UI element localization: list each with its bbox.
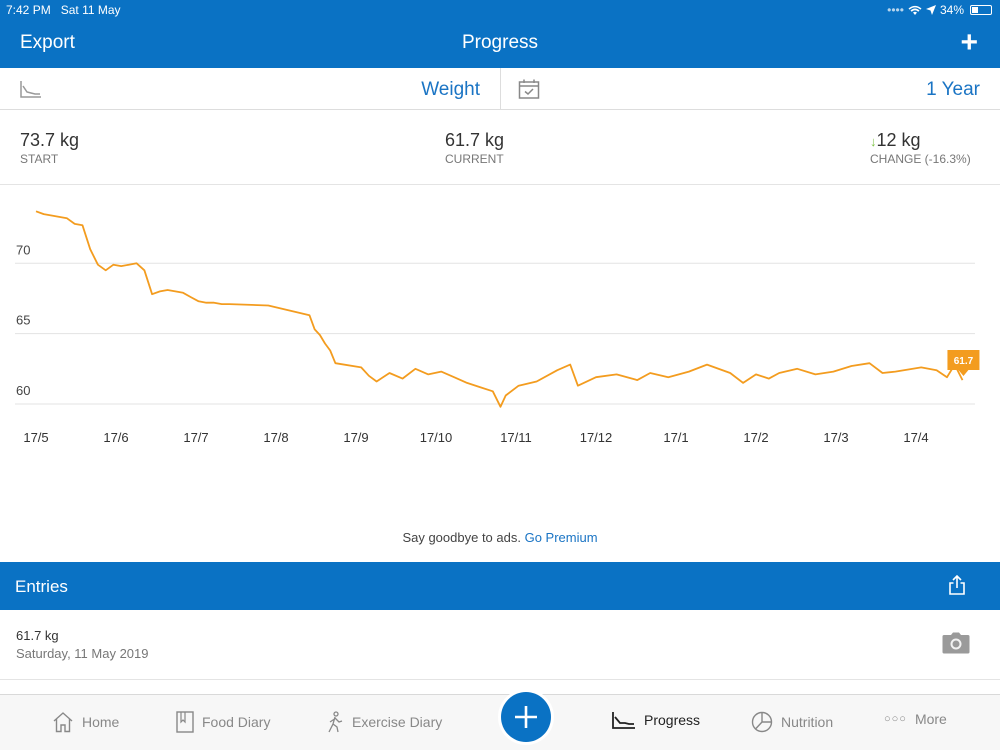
navigation-bar: Export Progress + <box>0 20 1000 68</box>
tab-exercise-diary[interactable]: Exercise Diary <box>326 711 442 733</box>
page-title: Progress <box>461 32 539 53</box>
weight-series-line <box>35 210 964 408</box>
camera-icon[interactable] <box>942 632 970 654</box>
start-label: START <box>20 152 59 166</box>
x-tick-label: 17/5 <box>23 430 48 445</box>
x-tick-label: 17/7 <box>183 430 208 445</box>
add-button[interactable]: + <box>960 26 978 59</box>
y-tick-label: 60 <box>16 383 30 398</box>
tab-exercise-diary-label: Exercise Diary <box>352 714 443 730</box>
status-time-date: 7:42 PM Sat 11 May <box>6 3 121 17</box>
stat-start: 73.7 kg START <box>20 130 79 166</box>
tab-nutrition-label: Nutrition <box>781 714 834 730</box>
change-label: CHANGE (-16.3%) <box>870 152 971 166</box>
change-value-wrap: ↓12 kg <box>870 130 971 151</box>
nutrition-pie-icon <box>751 711 773 733</box>
weight-progress-chart: 60 65 70 17/5 17/6 17/7 17/8 17/9 17/10 17/11 17/1… <box>15 210 980 445</box>
x-tick-label: 17/8 <box>263 430 288 445</box>
stat-change: ↓12 kg CHANGE (-16.3%) <box>870 130 971 166</box>
x-tick-label: 17/2 <box>743 430 768 445</box>
filter-divider <box>500 68 501 110</box>
entries-header: Entries <box>0 562 1000 610</box>
entry-row[interactable]: 61.7 kg Saturday, 11 May 2019 <box>0 610 1000 680</box>
start-value: 73.7 kg <box>20 130 80 150</box>
x-tick-label: 17/3 <box>823 430 848 445</box>
period-selector[interactable]: 1 Year <box>926 79 980 100</box>
current-label: CURRENT <box>445 152 504 166</box>
current-value: 61.7 kg <box>445 130 505 150</box>
tab-home[interactable]: Home <box>52 711 119 733</box>
x-tick-label: 17/12 <box>580 430 613 445</box>
food-diary-icon <box>176 711 194 733</box>
location-arrow-icon <box>925 5 936 15</box>
stat-current: 61.7 kg CURRENT <box>445 130 504 166</box>
export-button[interactable]: Export <box>20 32 75 53</box>
stats-row: 73.7 kg START 61.7 kg CURRENT ↓12 kg CHA… <box>0 110 1000 185</box>
entry-date: Saturday, 11 May 2019 <box>16 646 149 661</box>
home-icon <box>53 712 73 733</box>
x-tick-label: 17/4 <box>903 430 928 445</box>
exercise-icon <box>328 711 343 733</box>
tab-more-label: More <box>914 711 947 727</box>
filter-row: Weight 1 Year <box>0 68 1000 110</box>
status-date: Sat 11 May <box>60 3 121 17</box>
tab-progress-label: Progress <box>644 712 701 728</box>
more-dots-icon: ○○○ <box>884 713 907 725</box>
metric-selector[interactable]: Weight <box>421 79 480 100</box>
wifi-icon <box>908 5 922 15</box>
x-tick-label: 17/6 <box>103 430 128 445</box>
tab-home-label: Home <box>82 714 120 730</box>
tab-progress[interactable]: Progress <box>612 711 700 729</box>
share-icon[interactable] <box>948 575 966 595</box>
progress-chart-icon <box>612 712 635 729</box>
tab-nutrition[interactable]: Nutrition <box>751 711 833 733</box>
x-tick-label: 17/10 <box>420 430 453 445</box>
entry-weight: 61.7 kg <box>16 628 59 643</box>
plus-icon <box>515 706 537 728</box>
x-tick-label: 17/11 <box>500 430 532 445</box>
entries-title: Entries <box>15 577 68 596</box>
calendar-icon[interactable] <box>518 79 540 99</box>
go-premium-link[interactable]: Go Premium <box>524 530 598 545</box>
down-arrow-icon: ↓ <box>870 134 877 149</box>
tab-bar: Home Food Diary Exercise Diary Progress … <box>0 692 1000 750</box>
status-bar: 7:42 PM Sat 11 May •••• 34% <box>0 0 1000 20</box>
y-tick-label: 70 <box>16 242 30 257</box>
status-indicators: •••• 34% <box>887 3 992 17</box>
tab-more[interactable]: ○○○ More <box>884 711 947 727</box>
signal-dots-icon: •••• <box>887 3 904 17</box>
tab-food-diary-label: Food Diary <box>202 714 271 730</box>
last-value-badge <box>947 350 980 377</box>
x-tick-label: 17/9 <box>343 430 368 445</box>
status-time: 7:42 PM <box>6 3 51 17</box>
last-value-label: 61.7 <box>954 356 974 367</box>
promo-banner: Say goodbye to ads. Go Premium <box>0 530 1000 545</box>
promo-text: Say goodbye to ads. <box>402 530 521 545</box>
quick-add-button[interactable] <box>501 692 551 742</box>
battery-percent: 34% <box>939 3 964 17</box>
y-tick-label: 65 <box>16 313 30 328</box>
chart-type-icon[interactable] <box>20 80 42 98</box>
tab-food-diary[interactable]: Food Diary <box>176 711 270 733</box>
change-value: 12 kg <box>876 130 921 150</box>
x-tick-label: 17/1 <box>663 430 688 445</box>
battery-icon <box>970 5 992 15</box>
